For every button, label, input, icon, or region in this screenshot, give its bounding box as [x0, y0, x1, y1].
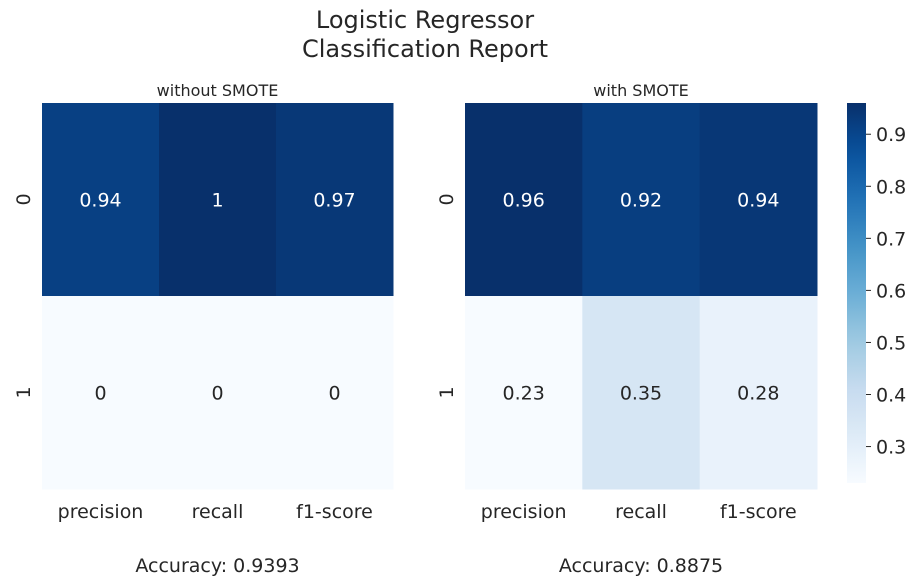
cell-value-label: 0.92: [620, 190, 662, 212]
cell-value-label: 0.35: [620, 383, 662, 405]
colorbar-tick-label: 0.3: [876, 437, 906, 459]
x-tick-label: precision: [58, 501, 144, 523]
heatmap-cell: [42, 103, 160, 297]
heatmap-cell: [276, 103, 394, 297]
accuracy-caption: Accuracy: 0.9393: [135, 555, 299, 577]
cell-value-label: 0: [328, 383, 340, 405]
chart-title-line-1: Logistic Regressor: [315, 6, 535, 34]
heatmap-panel-without-smote: 0.94 1 0.97 0 0 0 without SMOTE precision recall…: [13, 81, 394, 577]
x-tick-label: f1-score: [720, 501, 797, 523]
cell-value-label: 0.94: [79, 190, 121, 212]
y-tick-label: 0: [13, 193, 35, 205]
heatmap-cell: [699, 296, 818, 490]
cell-value-label: 0.97: [313, 190, 355, 212]
x-tick-label: precision: [481, 501, 567, 523]
heatmap-cell: [582, 296, 701, 490]
x-tick-label: recall: [615, 501, 667, 523]
cell-value-label: 0: [94, 383, 106, 405]
heatmap-cell: [276, 296, 394, 490]
y-tick-label: 0: [436, 193, 458, 205]
cell-value-label: 0.28: [737, 383, 779, 405]
heatmap-cell: [42, 296, 160, 490]
cell-value-label: 0.96: [503, 190, 545, 212]
colorbar-tick-label: 0.6: [876, 280, 906, 302]
x-tick-label: recall: [192, 501, 244, 523]
colorbar-tick-label: 0.7: [876, 228, 906, 250]
colorbar-tick-label: 0.9: [876, 124, 906, 146]
heatmap-cell: [465, 296, 583, 490]
colorbar-tick-label: 0.5: [876, 332, 906, 354]
panel-title: without SMOTE: [157, 81, 279, 100]
heatmap-cell: [159, 296, 277, 490]
cell-value-label: 1: [211, 190, 223, 212]
colorbar-tick-label: 0.8: [876, 176, 906, 198]
cell-value-label: 0.94: [737, 190, 779, 212]
x-tick-label: f1-score: [296, 501, 373, 523]
colorbar: 0.3 0.4 0.5 0.6 0.7 0.8 0.9: [847, 103, 906, 483]
accuracy-caption: Accuracy: 0.8875: [559, 555, 723, 577]
heatmap-cell: [159, 103, 277, 297]
heatmap-cell: [582, 103, 701, 297]
colorbar-gradient: [847, 103, 866, 483]
heatmap-cell: [465, 103, 583, 297]
chart-title-line-2: Classification Report: [302, 35, 548, 63]
cell-value-label: 0: [211, 383, 223, 405]
y-tick-label: 1: [13, 386, 35, 398]
colorbar-tick-label: 0.4: [876, 385, 906, 407]
panel-title: with SMOTE: [593, 81, 688, 100]
heatmap-cell: [699, 103, 818, 297]
cell-value-label: 0.23: [503, 383, 545, 405]
y-tick-label: 1: [436, 386, 458, 398]
heatmap-panel-with-smote: 0.96 0.92 0.94 0.23 0.35 0.28 with SMOTE precis…: [436, 81, 818, 577]
